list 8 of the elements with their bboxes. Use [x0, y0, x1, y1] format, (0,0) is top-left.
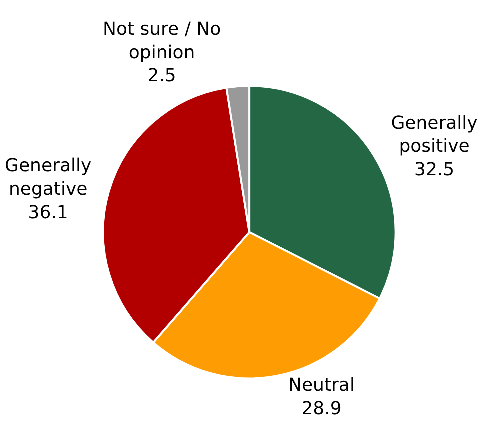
data-label: 28.9 [302, 398, 342, 420]
slice-label: Generally negative [5, 156, 92, 200]
data-label: 2.5 [148, 66, 176, 87]
slice-label: Not sure / No opinion [103, 18, 222, 64]
slice-label: Generally positive [391, 112, 478, 158]
slice-label: Neutral [288, 375, 355, 396]
data-label: 32.5 [414, 160, 455, 181]
data-label: 36.1 [28, 202, 68, 224]
